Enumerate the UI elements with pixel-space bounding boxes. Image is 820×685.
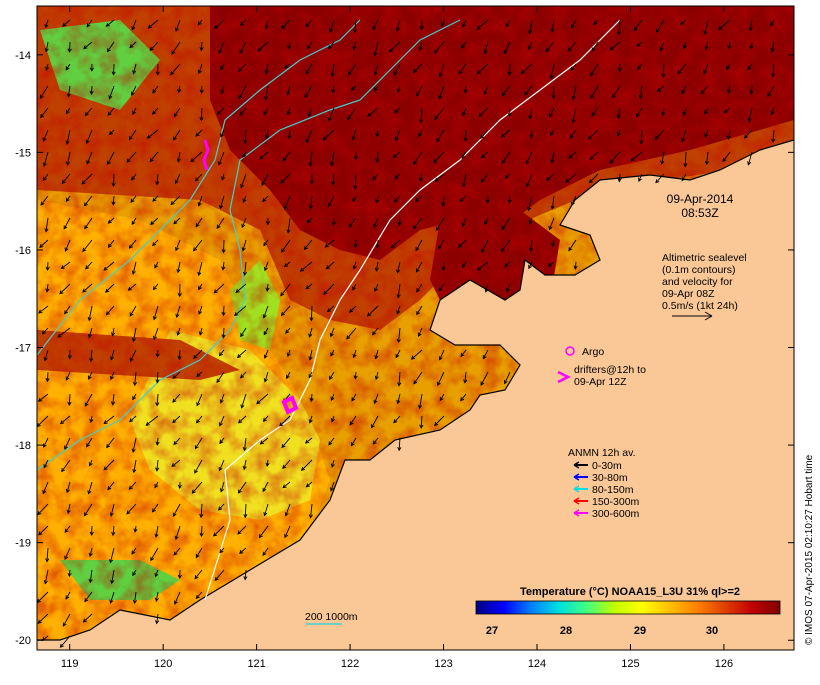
map-date: 09-Apr-2014 [667,192,734,206]
altimetry-line-2: (0.1m contours) [662,264,736,276]
argo-label: Argo [582,346,604,358]
map-time: 08:53Z [681,206,718,220]
colorbar-tick-label: 28 [560,625,572,637]
colorbar [476,601,780,614]
anmn-item-label: 0-30m [592,460,622,472]
anmn-item-label: 30-80m [592,472,628,484]
anmn-item-label: 300-600m [592,508,640,520]
lat-tick-label: -18 [15,440,31,452]
colorbar-tick-label: 27 [486,625,498,637]
lat-tick-label: -20 [15,635,31,647]
lon-tick-label: 124 [528,658,546,670]
lon-tick-label: 122 [341,658,359,670]
lat-tick-label: -15 [15,147,31,159]
bathy-legend-label: 200 1000m [305,611,358,623]
lon-tick-label: 125 [621,658,639,670]
lat-tick-label: -16 [15,245,31,257]
altimetry-line-1: Altimetric sealevel [662,252,747,264]
altimetry-line-5: 0.5m/s (1kt 24h) [662,300,738,312]
lon-tick-label: 121 [247,658,265,670]
lat-tick-label: -19 [15,538,31,550]
lon-tick-label: 123 [434,658,452,670]
colorbar-tick-label: 29 [634,625,646,637]
colorbar-title: Temperature (°C) NOAA15_L3U 31% ql>=2 [520,586,740,598]
altimetry-line-4: 09-Apr 08Z [662,288,715,300]
lat-tick-label: -17 [15,343,31,355]
anmn-item-label: 80-150m [592,484,634,496]
colorbar-tick-label: 30 [706,625,718,637]
lon-tick-label: 126 [715,658,733,670]
drifters-line-1: drifters@12h to [574,364,646,376]
anmn-title: ANMN 12h av. [568,447,636,459]
lon-tick-label: 119 [61,658,79,670]
lat-tick-label: -14 [15,50,31,62]
altimetry-line-3: and velocity for [662,276,733,288]
anmn-item-label: 150-300m [592,496,640,508]
credit-text: © IMOS 07-Apr-2015 02:10:27 Hobart time [804,454,815,645]
drifters-line-2: 09-Apr 12Z [574,376,627,388]
lon-tick-label: 120 [154,658,172,670]
